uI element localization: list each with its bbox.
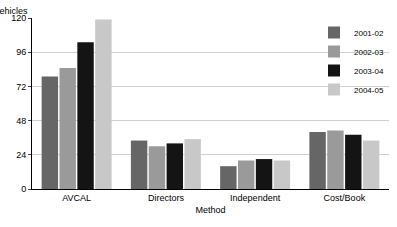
svg-text:Method: Method	[195, 205, 225, 215]
svg-text:2002-03: 2002-03	[354, 48, 384, 57]
svg-text:24: 24	[16, 150, 26, 160]
svg-text:2001-02: 2001-02	[354, 29, 384, 38]
svg-text:2003-04: 2003-04	[354, 67, 384, 76]
svg-text:96: 96	[16, 47, 26, 57]
svg-text:Cost/Book: Cost/Book	[324, 193, 366, 203]
svg-text:Directors: Directors	[148, 193, 185, 203]
svg-text:120: 120	[11, 13, 26, 23]
svg-text:AVCAL: AVCAL	[62, 193, 91, 203]
svg-text:72: 72	[16, 82, 26, 92]
svg-text:vehicles: vehicles	[0, 6, 28, 16]
svg-text:2004-05: 2004-05	[354, 86, 384, 95]
svg-text:Independent: Independent	[230, 193, 281, 203]
svg-text:0: 0	[21, 184, 26, 194]
svg-text:48: 48	[16, 116, 26, 126]
